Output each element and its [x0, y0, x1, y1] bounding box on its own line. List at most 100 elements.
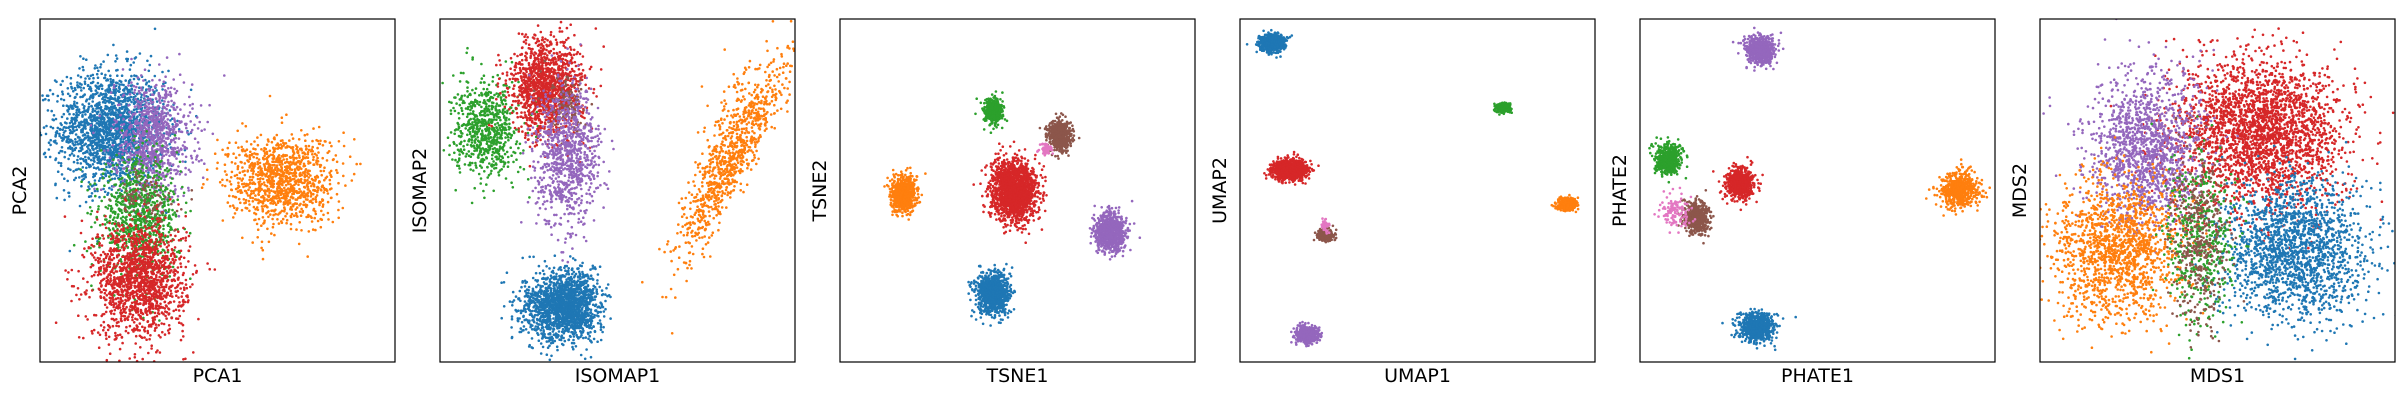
- data-point: [171, 284, 174, 287]
- data-point: [167, 100, 170, 104]
- data-point: [155, 225, 158, 229]
- data-point: [92, 131, 95, 135]
- data-point: [162, 249, 166, 252]
- data-point: [147, 171, 150, 174]
- data-point: [165, 254, 169, 258]
- data-point: [127, 182, 131, 185]
- data-point: [179, 265, 183, 269]
- data-point: [104, 218, 107, 221]
- data-point: [106, 324, 110, 327]
- data-point: [67, 167, 70, 170]
- data-point: [44, 97, 47, 101]
- data-point: [160, 311, 164, 314]
- data-point: [87, 157, 91, 160]
- data-point: [87, 147, 90, 150]
- data-point: [175, 365, 178, 368]
- data-point: [152, 169, 156, 172]
- data-point: [119, 235, 123, 239]
- data-point: [124, 133, 127, 137]
- data-point: [137, 89, 141, 93]
- data-point: [135, 243, 139, 247]
- data-point: [184, 214, 187, 218]
- data-point: [27, 120, 30, 123]
- data-point: [90, 275, 94, 278]
- data-point: [143, 161, 146, 165]
- data-point: [92, 156, 95, 160]
- data-point: [120, 120, 124, 123]
- data-point: [87, 185, 90, 188]
- data-point: [158, 141, 162, 144]
- data-point: [182, 256, 186, 260]
- data-point: [69, 168, 72, 172]
- data-point: [187, 186, 190, 190]
- data-point: [136, 230, 140, 233]
- data-point: [167, 216, 170, 219]
- data-point: [109, 153, 112, 156]
- data-point: [164, 137, 168, 140]
- data-point: [179, 130, 183, 133]
- data-point: [147, 276, 150, 280]
- data-point: [193, 264, 197, 267]
- data-point: [190, 128, 194, 132]
- data-point: [112, 312, 116, 316]
- data-point: [111, 161, 114, 164]
- data-point: [138, 110, 141, 114]
- data-point: [108, 219, 111, 223]
- data-point: [162, 218, 166, 222]
- data-point: [110, 80, 113, 84]
- data-point: [154, 223, 157, 226]
- data-point: [168, 109, 172, 112]
- data-point: [106, 149, 110, 152]
- data-point: [156, 116, 159, 119]
- data-point: [44, 132, 48, 136]
- data-point: [58, 127, 62, 131]
- data-point: [166, 172, 169, 176]
- data-point: [181, 185, 184, 189]
- data-point: [141, 238, 145, 241]
- data-point: [167, 210, 170, 213]
- data-point: [147, 212, 150, 216]
- data-point: [92, 273, 96, 277]
- data-point: [128, 240, 131, 243]
- data-point: [193, 123, 196, 127]
- data-point: [128, 125, 131, 129]
- data-point: [114, 225, 118, 228]
- data-point: [149, 150, 153, 154]
- data-point: [97, 346, 101, 350]
- data-point: [112, 271, 116, 275]
- data-point: [128, 78, 132, 82]
- data-point: [99, 108, 103, 112]
- data-point: [107, 101, 111, 104]
- data-point: [71, 142, 75, 145]
- data-point: [189, 120, 192, 123]
- data-point: [174, 215, 178, 218]
- data-point: [155, 112, 158, 116]
- data-point: [155, 100, 159, 103]
- data-point: [126, 228, 129, 231]
- data-point: [111, 218, 115, 221]
- data-point: [166, 275, 169, 279]
- data-point: [159, 95, 162, 99]
- data-point: [175, 89, 179, 93]
- data-point: [102, 267, 106, 270]
- data-point: [125, 215, 128, 219]
- data-point: [97, 120, 101, 123]
- data-point: [83, 133, 86, 136]
- data-point: [148, 132, 151, 136]
- data-point: [79, 157, 83, 160]
- data-point: [102, 187, 105, 191]
- data-point: [176, 317, 180, 321]
- data-point: [115, 336, 118, 340]
- data-point: [133, 286, 137, 289]
- data-point: [91, 237, 94, 240]
- data-point: [128, 92, 132, 96]
- data-point: [172, 78, 175, 81]
- data-point: [159, 101, 162, 104]
- data-point: [91, 119, 94, 122]
- data-point: [125, 111, 129, 115]
- data-point: [82, 152, 85, 155]
- data-point: [148, 235, 152, 238]
- data-point: [107, 204, 111, 207]
- data-point: [81, 166, 85, 169]
- data-point: [148, 337, 151, 341]
